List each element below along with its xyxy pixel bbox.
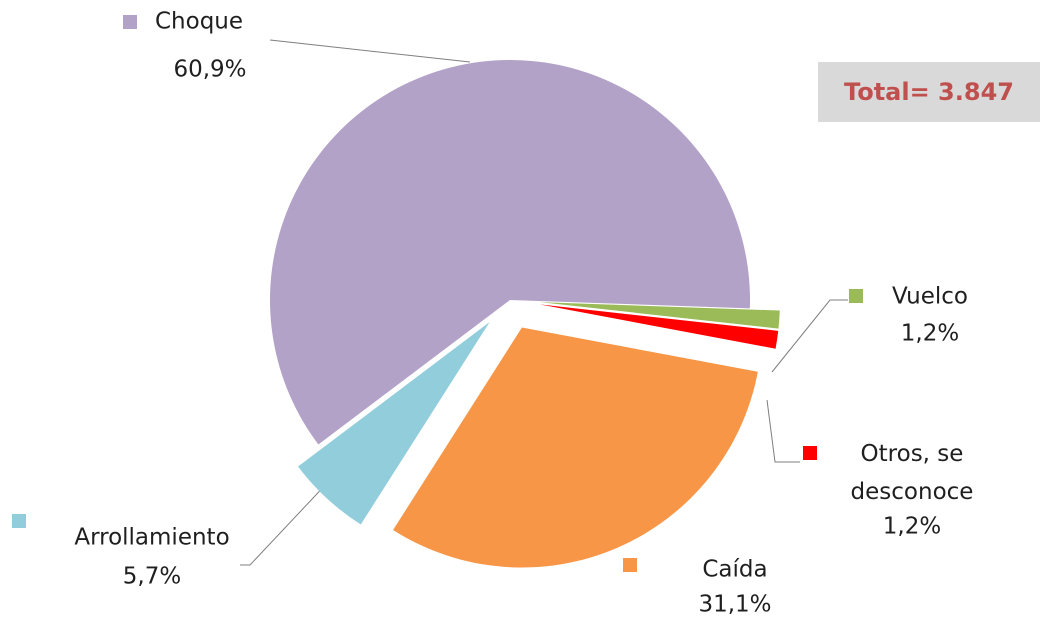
category-label: Arrollamiento [74, 525, 229, 551]
pie-slice [270, 60, 751, 445]
category-label: Vuelco [892, 284, 968, 310]
category-label: Caída [702, 557, 767, 583]
leader-line [766, 399, 800, 463]
legend-swatch [849, 289, 863, 303]
value-label: 1,2% [901, 321, 959, 347]
annotation-box [818, 62, 1040, 122]
legend-swatch [623, 558, 637, 572]
category-label: Otros, se desconoce [851, 441, 974, 505]
pie-slice [539, 302, 780, 329]
pie-slice [393, 327, 758, 568]
pie-slice [298, 322, 490, 525]
legend-swatch [12, 514, 26, 528]
value-label: 31,1% [698, 592, 771, 617]
leader-line [771, 299, 848, 373]
legend-swatch [123, 15, 137, 29]
annotation: Total= 3.847 [844, 78, 1014, 106]
value-label: 1,2% [883, 514, 941, 540]
category-label: Choque [155, 9, 243, 35]
leader-line [240, 479, 331, 566]
leader-line [269, 39, 471, 63]
legend-swatch [803, 446, 817, 460]
pie-slice [539, 304, 779, 349]
value-label: 60,9% [173, 57, 246, 83]
value-label: 5,7% [123, 564, 181, 590]
